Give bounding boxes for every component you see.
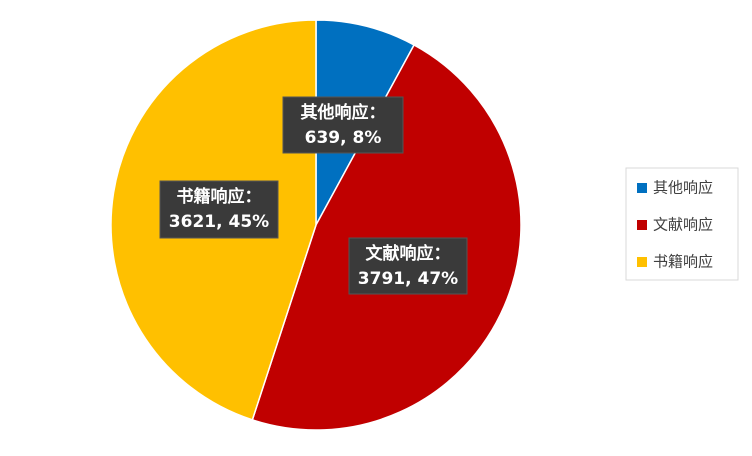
pie-slice [251, 43, 522, 431]
label-name: 文献响应： [366, 243, 451, 264]
data-labels: 其他响应： 639, 8% 文献响应： 3791, 47% 书籍响应： 3621, 45% [159, 96, 468, 295]
legend-label: 其他响应 [653, 179, 713, 197]
legend-swatch [637, 183, 647, 193]
label-box [159, 180, 279, 239]
value-label: 639, 8% [305, 128, 382, 148]
legend-label: 文献响应 [653, 216, 713, 234]
legend-label: 书籍响应 [653, 253, 713, 271]
legend-swatch [637, 220, 647, 230]
label-name: 其他响应： [301, 102, 386, 123]
legend-box [625, 167, 739, 281]
value-label: 3621, 45% [169, 212, 269, 232]
label-box [348, 237, 468, 295]
label-name: 书籍响应： [177, 186, 262, 207]
label-box [282, 96, 404, 154]
value-label: 3791, 47% [358, 269, 458, 289]
legend-swatch [637, 257, 647, 267]
